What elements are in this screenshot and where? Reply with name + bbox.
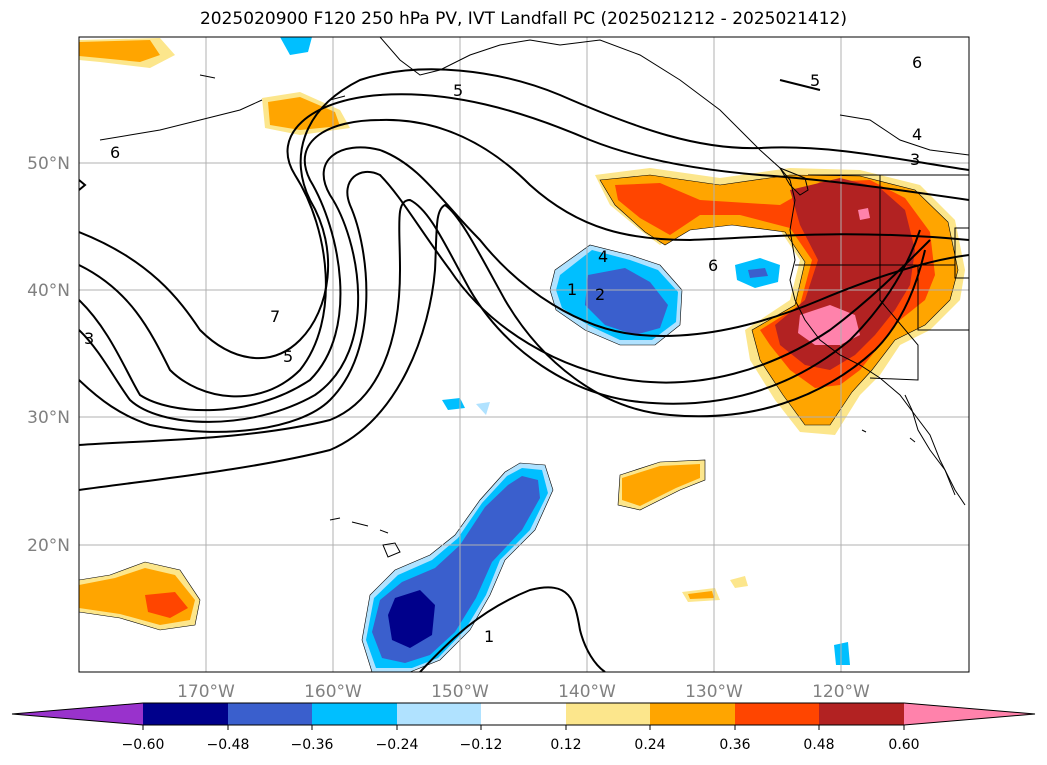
contour-label: 5 [283, 347, 293, 366]
colorbar-tick-label: 0.48 [803, 737, 834, 753]
colorbar-tick-label: −0.60 [122, 737, 165, 753]
contour-label: 6 [110, 143, 120, 162]
colorbar-swatch [12, 703, 143, 725]
contour-label: 7 [270, 307, 280, 326]
colorbar-swatch [228, 703, 312, 725]
colorbar-tick-label: 0.36 [719, 737, 750, 753]
colorbar-tick-label: −0.36 [291, 737, 334, 753]
colorbar-tick-label: −0.24 [376, 737, 419, 753]
contour-label: 5 [453, 81, 463, 100]
colorbar-swatch [566, 703, 650, 725]
colorbar-tick-label: −0.48 [207, 737, 250, 753]
contour-label: 6 [912, 53, 922, 72]
lon-axis-labels: 170°W 160°W 150°W 140°W 130°W 120°W [177, 682, 870, 702]
lon-label: 150°W [431, 682, 489, 702]
colorbar-tick-label: 0.12 [550, 737, 581, 753]
lon-label: 160°W [304, 682, 362, 702]
colorbar-tick-label: 0.24 [634, 737, 665, 753]
colorbar: −0.60 −0.48 −0.36 −0.24 −0.12 0.12 0.24 … [11, 702, 1036, 753]
contour-labels: 5 6 4 3 5 6 6 7 5 3 1 2 4 1 [84, 53, 922, 646]
colorbar-swatch [904, 703, 1035, 725]
colorbar-swatch [819, 703, 904, 725]
contour-label: 2 [595, 285, 605, 304]
colorbar-swatch [312, 703, 397, 725]
contour-label: 3 [910, 150, 920, 169]
contour-label: 4 [912, 125, 922, 144]
colorbar-swatch [143, 703, 228, 725]
map-title: 2025020900 F120 250 hPa PV, IVT Landfall… [199, 9, 847, 29]
colorbar-swatch [397, 703, 481, 725]
colorbar-tick-label: −0.12 [460, 737, 503, 753]
contour-label: 5 [810, 71, 820, 90]
lon-label: 120°W [812, 682, 870, 702]
lat-label: 40°N [27, 281, 70, 301]
lon-label: 140°W [558, 682, 616, 702]
lat-label: 30°N [27, 408, 70, 428]
contour-label: 1 [484, 627, 494, 646]
map-frame [78, 36, 970, 673]
contour-label: 1 [567, 280, 577, 299]
contour-label: 4 [598, 247, 608, 266]
colorbar-swatch [735, 703, 819, 725]
colorbar-tick-label: 0.60 [888, 737, 919, 753]
lat-label: 50°N [27, 154, 70, 174]
pv-contours [79, 68, 969, 672]
graticule [79, 37, 969, 672]
lat-axis-labels: 50°N 40°N 30°N 20°N [27, 154, 70, 556]
contour-label: 3 [84, 329, 94, 348]
contour-label: 6 [708, 256, 718, 275]
colorbar-swatch [650, 703, 735, 725]
lon-label: 130°W [685, 682, 743, 702]
colorbar-swatch [481, 703, 566, 725]
lat-label: 20°N [27, 536, 70, 556]
lon-label: 170°W [177, 682, 235, 702]
